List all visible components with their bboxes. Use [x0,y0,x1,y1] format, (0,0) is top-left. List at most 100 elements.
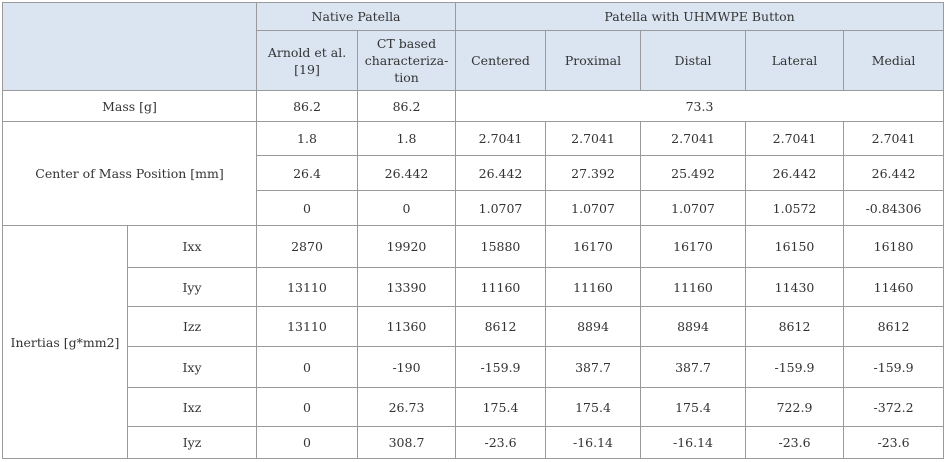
sub-label: Iyy [127,267,257,307]
value-cell: 8894 [545,306,642,347]
value-cell: 0 [256,387,358,427]
value-cell: 15880 [455,225,547,268]
value-cell: 2.7041 [455,121,547,156]
column-header: Distal [640,30,747,91]
value-cell: -16.14 [545,426,642,459]
column-header: Proximal [545,30,642,91]
row-label: Inertias [g*mm2] [2,225,128,459]
value-cell: 387.7 [640,346,747,388]
value-cell: 175.4 [640,387,747,427]
table-row: Mass [g] 86.2 86.2 73.3 [2,90,945,122]
value-cell: 175.4 [545,387,642,427]
value-cell: 2.7041 [545,121,642,156]
value-cell: 26.442 [843,155,945,191]
value-cell: 8612 [843,306,945,347]
table-row: Native Patella Patella with UHMWPE Button [2,2,945,91]
value-cell: 11360 [356,306,457,347]
value-cell: 26.4 [256,155,358,191]
table-row: Ixy 0 -190 -159.9 387.7 387.7 -159.9 -159.9 [3,346,945,388]
value-cell: 1.0707 [640,190,747,226]
value-cell: 1.8 [356,121,457,156]
value-cell: -23.6 [745,426,845,459]
group-header: Patella with UHMWPE Button [455,2,945,31]
value-cell: 8612 [745,306,845,347]
value-cell: 11160 [455,267,547,307]
value-cell: -16.14 [640,426,747,459]
value-cell: 19920 [356,225,457,268]
value-cell: -159.9 [843,346,945,388]
table-row: 0 0 1.0707 1.0707 1.0707 1.0572 -0.84306 [3,190,945,226]
sub-label: Izz [127,306,257,347]
value-cell: 8894 [640,306,747,347]
value-cell: 73.3 [455,90,945,122]
value-cell: 11160 [545,267,642,307]
table-row: Iyz 0 308.7 -23.6 -16.14 -16.14 -23.6 -23.6 [3,426,945,459]
value-cell: 1.0707 [455,190,547,226]
value-cell: 8612 [455,306,547,347]
column-header: Lateral [745,30,845,91]
table-row: Ixz 0 26.73 175.4 175.4 175.4 722.9 -372.2 [3,387,945,427]
value-cell: 308.7 [356,426,457,459]
value-cell: 26.442 [356,155,457,191]
value-cell: 11460 [843,267,945,307]
value-cell: 1.0572 [745,190,845,226]
value-cell: -190 [356,346,457,388]
value-cell: 26.442 [745,155,845,191]
value-cell: -159.9 [745,346,845,388]
column-header: CT based characteriza-tion [356,30,457,91]
sub-label: Ixz [127,387,257,427]
value-cell: 25.492 [640,155,747,191]
value-cell: 26.73 [356,387,457,427]
column-header: Medial [843,30,945,91]
sub-label: Ixx [127,225,257,268]
value-cell: 2.7041 [640,121,747,156]
value-cell: 13390 [356,267,457,307]
column-header: Centered [455,30,547,91]
value-cell: 1.8 [256,121,358,156]
value-cell: -159.9 [455,346,547,388]
table-row: Center of Mass Position [mm] 1.8 1.8 2.7041… [2,121,945,226]
value-cell: 0 [256,346,358,388]
value-cell: 0 [356,190,457,226]
value-cell: -23.6 [843,426,945,459]
value-cell: 26.442 [455,155,547,191]
value-cell: 11160 [640,267,747,307]
value-cell: 175.4 [455,387,547,427]
value-cell: 387.7 [545,346,642,388]
value-cell: 2.7041 [843,121,945,156]
value-cell: -372.2 [843,387,945,427]
column-header: Arnold et al. [19] [256,30,358,91]
row-label: Center of Mass Position [mm] [2,121,257,226]
table-row: Iyy 13110 13390 11160 11160 11160 11430 11460 [3,267,945,307]
value-cell: 0 [256,190,358,226]
sub-label: Ixy [127,346,257,388]
value-cell: 16180 [843,225,945,268]
corner-cell [2,2,257,91]
value-cell: 16150 [745,225,845,268]
value-cell: 13110 [256,306,358,347]
table-row: 26.4 26.442 26.442 27.392 25.492 26.442 26.442 [3,155,945,191]
value-cell: -23.6 [455,426,547,459]
sub-label: Iyz [127,426,257,459]
value-cell: 11430 [745,267,845,307]
value-cell: 27.392 [545,155,642,191]
value-cell: 13110 [256,267,358,307]
row-label: Mass [g] [2,90,257,122]
value-cell: 2870 [256,225,358,268]
table-row: Izz 13110 11360 8612 8894 8894 8612 8612 [3,306,945,347]
group-header: Native Patella [255,2,457,31]
value-cell: 0 [256,426,358,459]
value-cell: -0.84306 [843,190,945,226]
value-cell: 86.2 [256,90,358,122]
value-cell: 16170 [640,225,747,268]
value-cell: 2.7041 [745,121,845,156]
value-cell: 722.9 [745,387,845,427]
table-row: Inertias [g*mm2] Ixx 2870 19920 15880 16170 16… [2,225,945,459]
value-cell: 16170 [545,225,642,268]
table-row: Arnold et al. [19] CT based characteriza-… [3,30,945,91]
value-cell: 1.0707 [545,190,642,226]
value-cell: 86.2 [356,90,457,122]
